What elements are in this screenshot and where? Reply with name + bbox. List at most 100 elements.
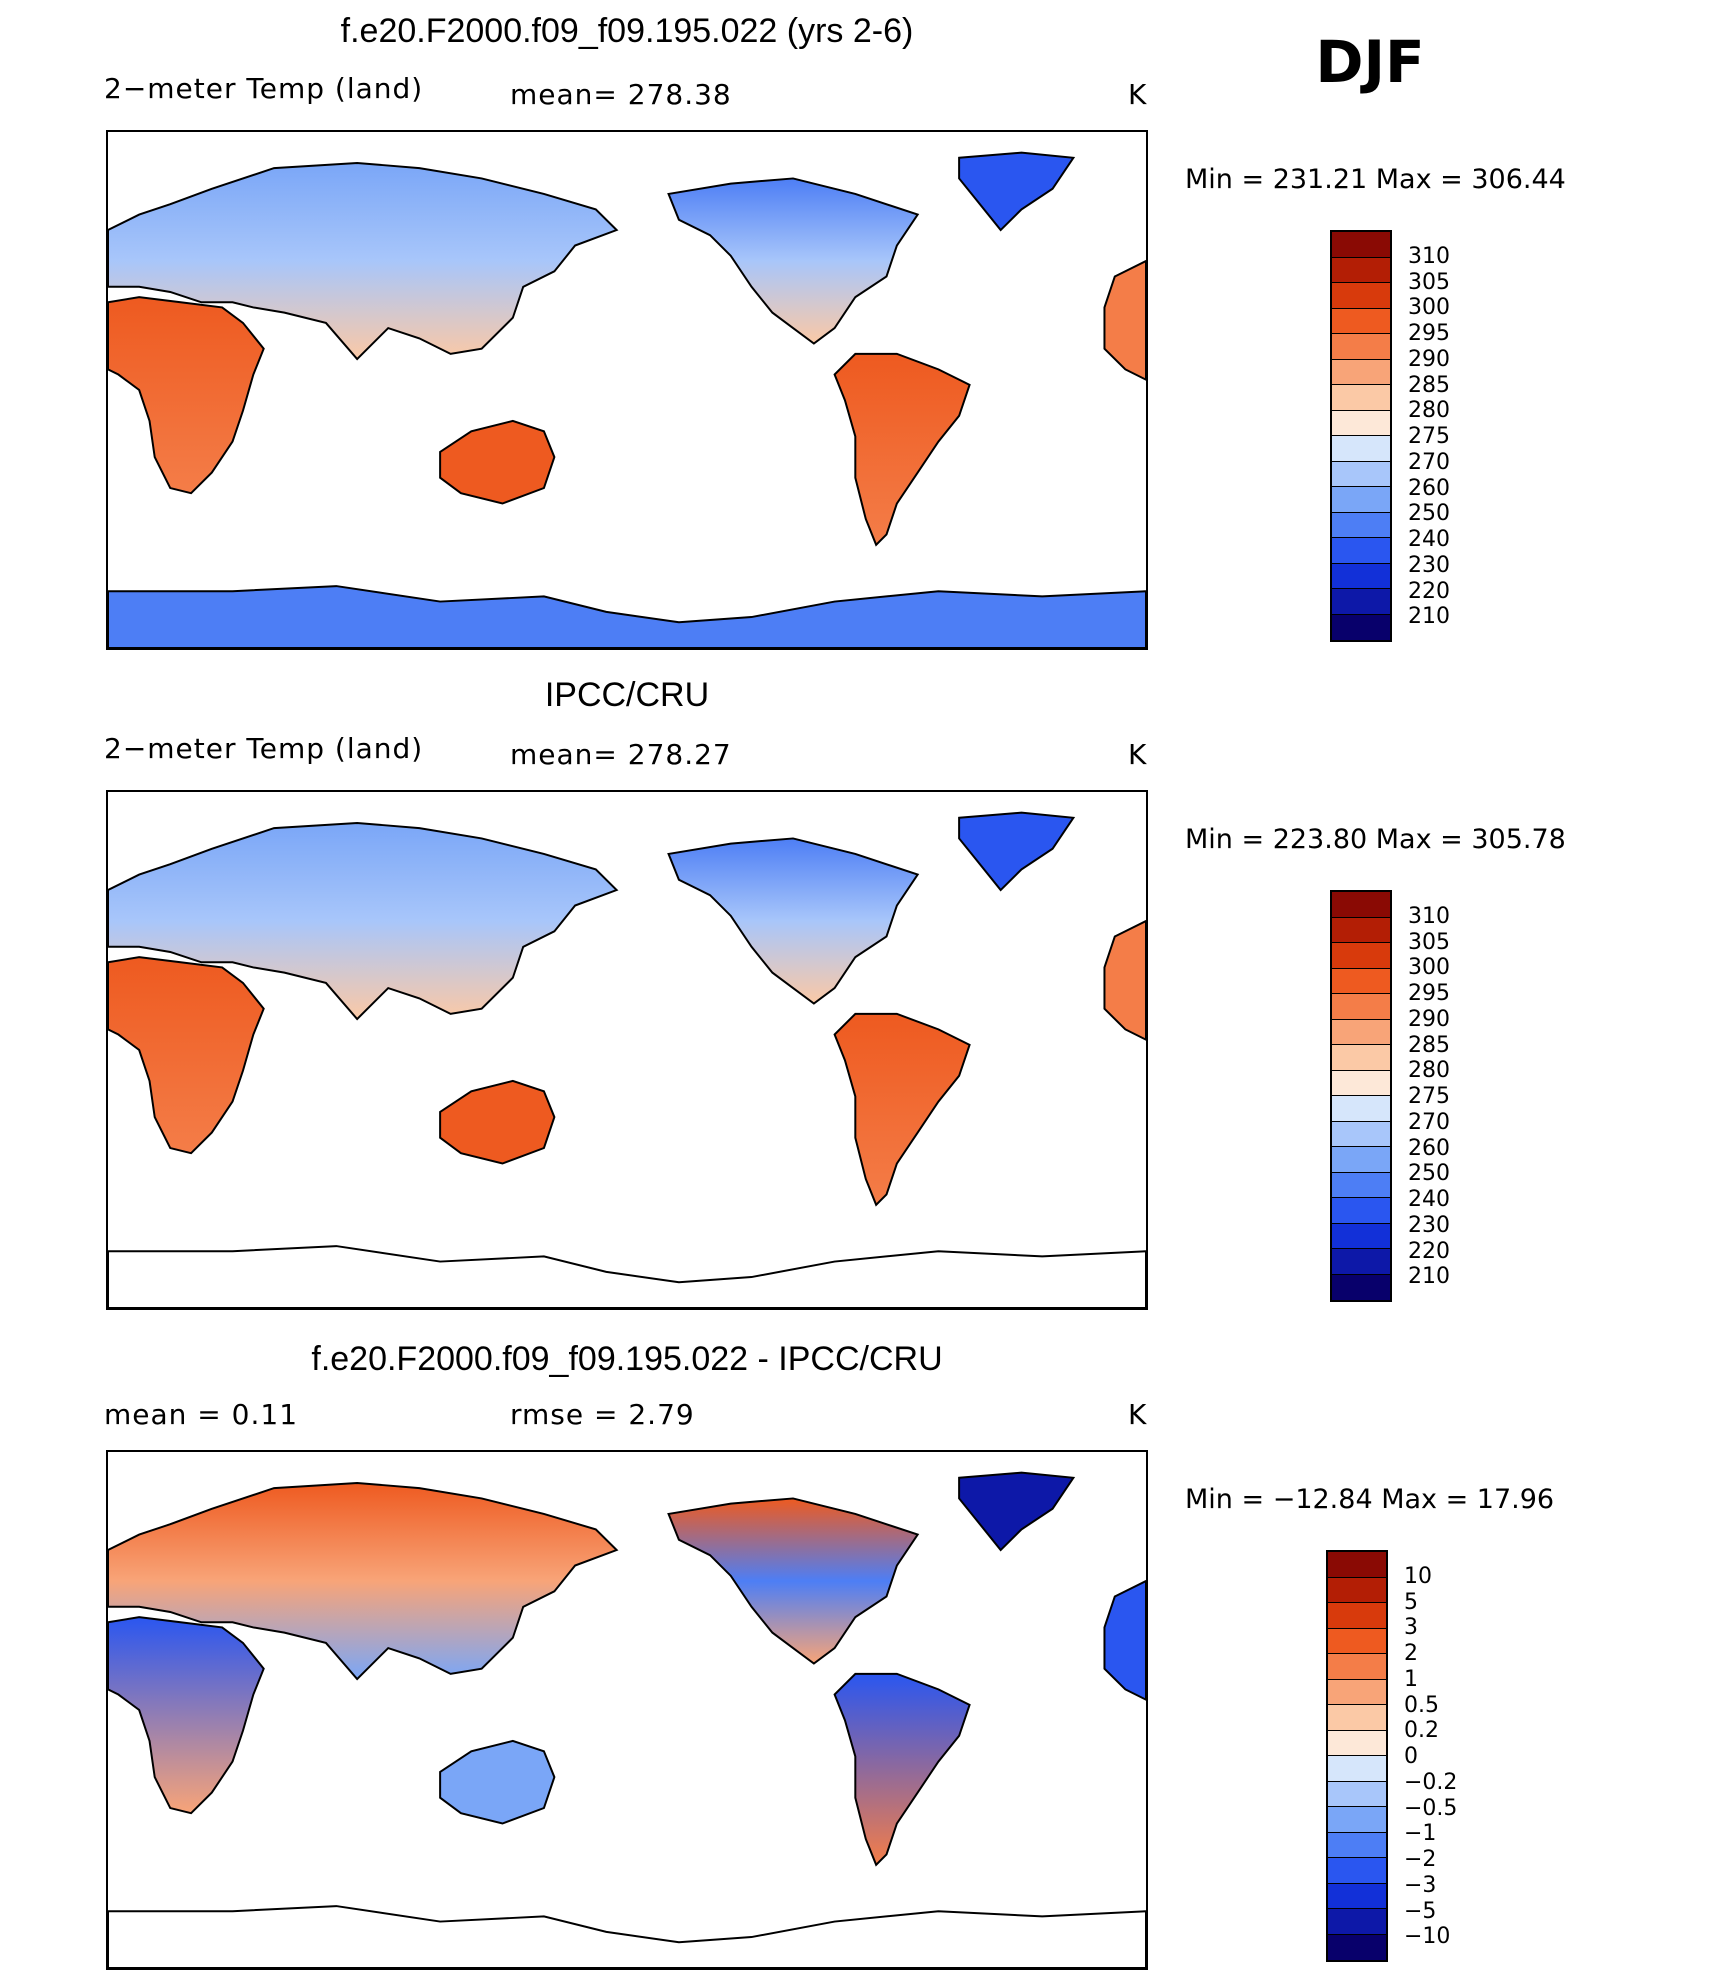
landmass-westafrica	[1103, 259, 1146, 381]
variable-label: 2−meter Temp (land)	[104, 732, 424, 765]
colorbar-swatch	[1332, 1249, 1390, 1275]
mean-label: mean = 0.11	[104, 1398, 299, 1431]
colorbar-swatch	[1332, 892, 1390, 918]
colorbar-swatch	[1328, 1781, 1386, 1807]
colorbar-tick-label: 280	[1408, 398, 1450, 424]
continents	[108, 1471, 1146, 1867]
mean-label: mean= 278.38	[510, 78, 732, 111]
landmass-greenland	[958, 151, 1076, 232]
colorbar-swatch	[1332, 461, 1390, 487]
colorbar-tick-label: 3	[1404, 1615, 1418, 1641]
colorbar-tick-label: −3	[1404, 1872, 1437, 1898]
map-frame	[106, 130, 1148, 650]
landmass-eurasia	[108, 1481, 619, 1681]
colorbar-tick-label: 10	[1404, 1563, 1432, 1589]
colorbar-swatch	[1332, 512, 1390, 538]
colorbar-tick-label: 275	[1408, 424, 1450, 449]
colorbar-swatch	[1332, 589, 1390, 615]
colorbar-tick-label: −0.2	[1404, 1769, 1458, 1795]
landmass-namerica	[667, 1497, 920, 1665]
rmse-label: rmse = 2.79	[510, 1398, 695, 1431]
landmass-greenland	[958, 811, 1076, 892]
colorbar-swatch	[1332, 283, 1390, 309]
panel-title: f.e20.F2000.f09_f09.195.022 (yrs 2-6)	[340, 12, 914, 50]
landmass-westafrica	[1103, 919, 1146, 1041]
colorbar-swatch	[1328, 1577, 1386, 1603]
colorbar-swatch	[1332, 232, 1390, 258]
panel-title: f.e20.F2000.f09_f09.195.022 - IPCC/CRU	[311, 1340, 943, 1378]
colorbar-tick-label: 260	[1408, 475, 1450, 501]
colorbar-tick-label: 2	[1404, 1641, 1418, 1666]
colorbar-tick-label: 240	[1408, 1187, 1450, 1212]
colorbar-tick-label: 295	[1408, 981, 1450, 1006]
continents	[108, 811, 1146, 1207]
colorbar-tick-label: 270	[1408, 1109, 1450, 1135]
colorbar-labels: 10 5 3 2 1 0.5 0.2 0 −0.2 −0.5 −1 −2 −3 −5 −10	[1404, 1550, 1484, 1962]
colorbar-swatch	[1332, 410, 1390, 436]
colorbar-tick-label: 285	[1408, 372, 1450, 398]
colorbar-tick-label: 0.5	[1404, 1692, 1439, 1718]
landmass-australia	[439, 1079, 556, 1165]
colorbar-swatch	[1332, 1096, 1390, 1122]
colorbar-tick-label: −2	[1404, 1847, 1437, 1872]
colorbar-tick-label: 300	[1408, 295, 1450, 321]
world-map	[108, 811, 1146, 1308]
colorbar-swatch	[1332, 385, 1390, 411]
landmass-samerica	[833, 1672, 971, 1867]
landmass-antarctica	[108, 1245, 1146, 1308]
colorbar-swatch	[1332, 563, 1390, 589]
min-max-label: Min = −12.84 Max = 17.96	[1185, 1484, 1555, 1515]
colorbar-swatch	[1328, 1730, 1386, 1756]
colorbar-tick-label: 210	[1408, 1264, 1450, 1290]
landmass-antarctica	[108, 585, 1146, 648]
colorbar-tick-label: 310	[1408, 243, 1450, 269]
colorbar-swatch	[1328, 1858, 1386, 1884]
colorbar-tick-label: 0	[1404, 1744, 1418, 1769]
landmass-westafrica	[1103, 1579, 1146, 1701]
colorbar-swatch	[1328, 1705, 1386, 1731]
colorbar-tick-label: 220	[1408, 578, 1450, 604]
colorbar-swatch	[1332, 917, 1390, 943]
mean-label: mean= 278.27	[510, 738, 732, 771]
colorbar-labels: 310 305 300 295 290 285 280 275 270 260 250 240 230 2…	[1408, 890, 1488, 1302]
variable-label: 2−meter Temp (land)	[104, 72, 424, 105]
colorbar-tick-label: 275	[1408, 1084, 1450, 1109]
colorbar-tick-label: 230	[1408, 1212, 1450, 1238]
colorbar-tick-label: −10	[1404, 1924, 1451, 1950]
colorbar-tick-label: 230	[1408, 552, 1450, 578]
map-frame	[106, 1450, 1148, 1970]
units-label: K	[1128, 78, 1148, 111]
landmass-greenland	[958, 1471, 1076, 1552]
colorbar-swatch	[1332, 1274, 1390, 1300]
colorbar-tick-label: 220	[1408, 1238, 1450, 1264]
colorbar-tick-label: 310	[1408, 903, 1450, 929]
colorbar-tick-label: 0.2	[1404, 1718, 1439, 1744]
colorbar-tick-label: 300	[1408, 955, 1450, 981]
antarctica	[108, 585, 1146, 648]
landmass-africa	[108, 956, 265, 1155]
colorbar-swatch	[1328, 1883, 1386, 1909]
world-map	[108, 1471, 1146, 1968]
colorbar-tick-label: 5	[1404, 1589, 1418, 1615]
colorbar-tick-label: 305	[1408, 269, 1450, 295]
landmass-samerica	[833, 1012, 971, 1207]
min-max-label: Min = 223.80 Max = 305.78	[1185, 824, 1566, 855]
landmass-australia	[439, 419, 556, 505]
antarctica	[108, 1905, 1146, 1968]
colorbar-tick-label: −1	[1404, 1821, 1437, 1847]
colorbar-swatch	[1328, 1934, 1386, 1960]
colorbar-tick-label: 295	[1408, 321, 1450, 346]
landmass-namerica	[667, 837, 920, 1005]
units-label: K	[1128, 738, 1148, 771]
colorbar-tick-label: 305	[1408, 929, 1450, 955]
colorbar-swatch	[1332, 359, 1390, 385]
season-label: DJF	[1315, 28, 1425, 96]
units-label: K	[1128, 1398, 1148, 1431]
colorbar	[1330, 890, 1392, 1302]
colorbar-tick-label: 250	[1408, 501, 1450, 527]
colorbar-swatch	[1332, 487, 1390, 513]
panel-title: IPCC/CRU	[544, 676, 710, 714]
colorbar-swatch	[1332, 943, 1390, 969]
colorbar-swatch	[1332, 257, 1390, 283]
colorbar-swatch	[1332, 1121, 1390, 1147]
